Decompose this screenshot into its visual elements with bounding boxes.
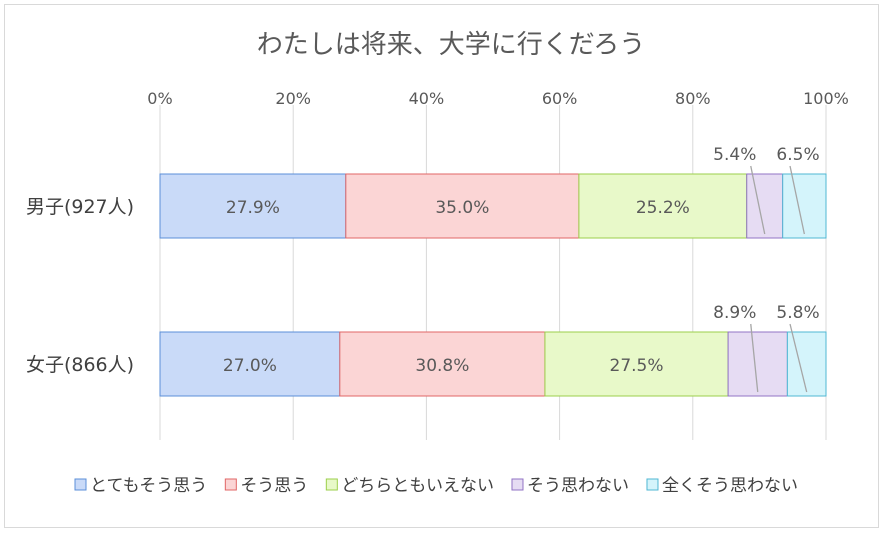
x-tick-label: 80% bbox=[675, 89, 711, 108]
bar-segment bbox=[782, 173, 827, 239]
x-tick-label: 40% bbox=[409, 89, 445, 108]
x-tick-label: 0% bbox=[147, 89, 172, 108]
legend-label: 全くそう思わない bbox=[662, 476, 798, 496]
x-tick-label: 100% bbox=[803, 89, 849, 108]
bar-segment bbox=[544, 331, 729, 397]
data-label: 35.0% bbox=[435, 198, 489, 218]
data-label: 6.5% bbox=[776, 145, 819, 165]
legend-label: とてもそう思う bbox=[90, 476, 207, 496]
data-label: 27.5% bbox=[610, 356, 664, 376]
data-label: 5.4% bbox=[713, 145, 756, 165]
chart-title: わたしは将来、大学に行くだろう bbox=[257, 30, 645, 60]
data-label: 30.8% bbox=[415, 356, 469, 376]
data-label: 25.2% bbox=[636, 198, 690, 218]
data-label: 8.9% bbox=[713, 303, 756, 323]
legend-swatch bbox=[511, 478, 524, 491]
data-label: 27.9% bbox=[226, 198, 280, 218]
legend-swatch bbox=[74, 478, 87, 491]
category-label: 女子(866人) bbox=[26, 354, 134, 376]
bar-segment bbox=[786, 331, 827, 397]
legend-swatch bbox=[224, 478, 237, 491]
x-tick-label: 20% bbox=[275, 89, 311, 108]
legend-label: そう思う bbox=[240, 476, 308, 496]
category-label: 男子(927人) bbox=[26, 196, 134, 218]
bar-segment bbox=[727, 331, 788, 397]
leader-line bbox=[789, 165, 805, 235]
x-tick-label: 60% bbox=[542, 89, 578, 108]
leader-line bbox=[750, 323, 759, 393]
legend-label: そう思わない bbox=[527, 476, 629, 496]
legend-label: どちらともいえない bbox=[341, 476, 494, 496]
legend-swatch bbox=[646, 478, 659, 491]
leader-line bbox=[789, 323, 808, 393]
bar-segment bbox=[345, 173, 580, 239]
data-label: 27.0% bbox=[223, 356, 277, 376]
data-label: 5.8% bbox=[776, 303, 819, 323]
bar-segment bbox=[339, 331, 546, 397]
chart-frame bbox=[4, 4, 879, 528]
bar-segment bbox=[746, 173, 784, 239]
bar-segment bbox=[578, 173, 748, 239]
legend-swatch bbox=[325, 478, 338, 491]
leader-line bbox=[750, 165, 766, 235]
